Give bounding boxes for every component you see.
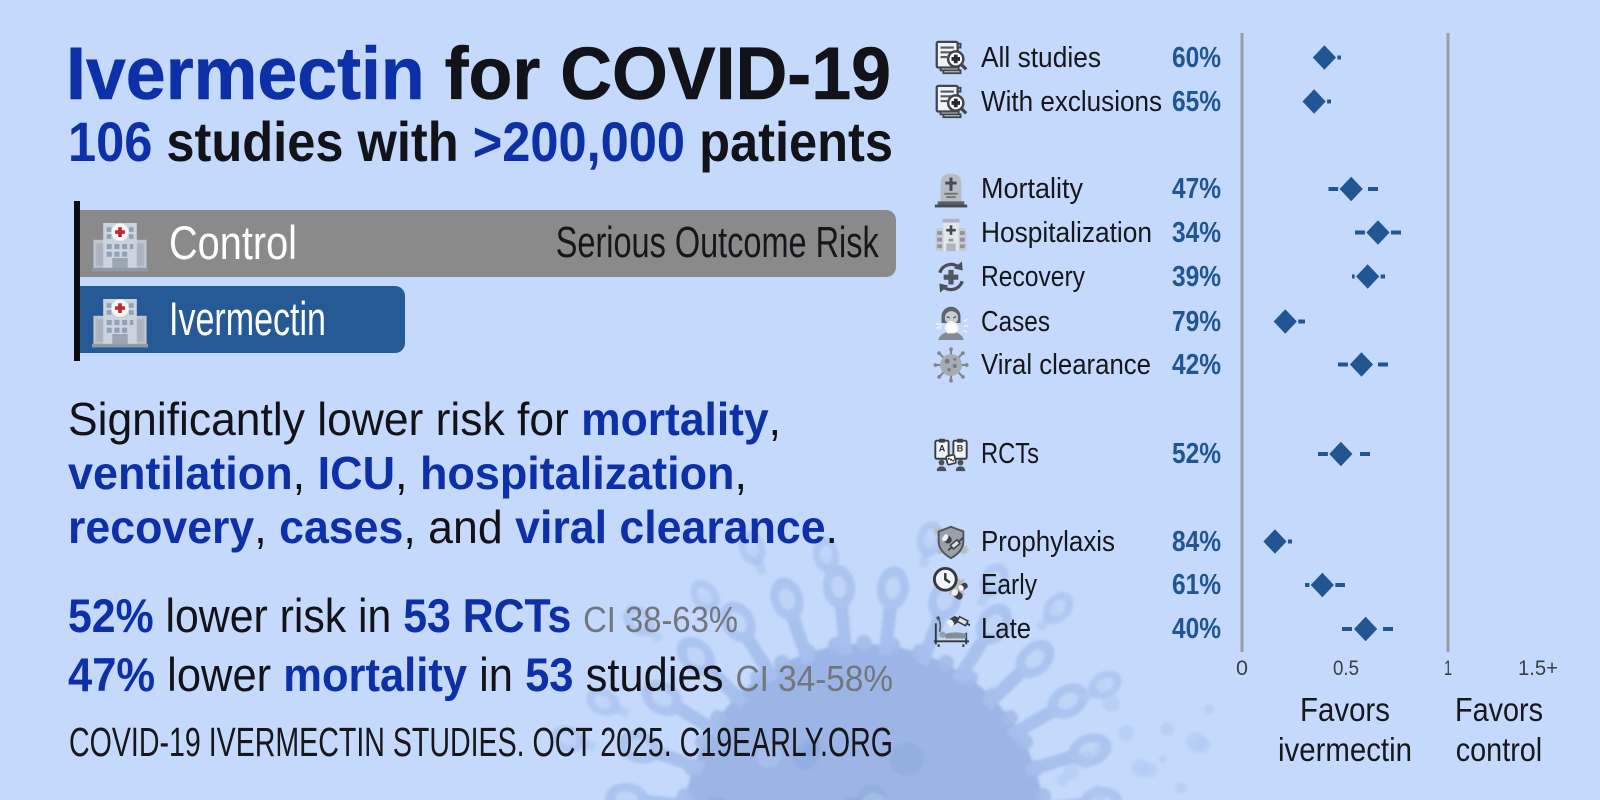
svg-text:B: B [957, 444, 964, 454]
svg-text:A: A [939, 444, 946, 454]
